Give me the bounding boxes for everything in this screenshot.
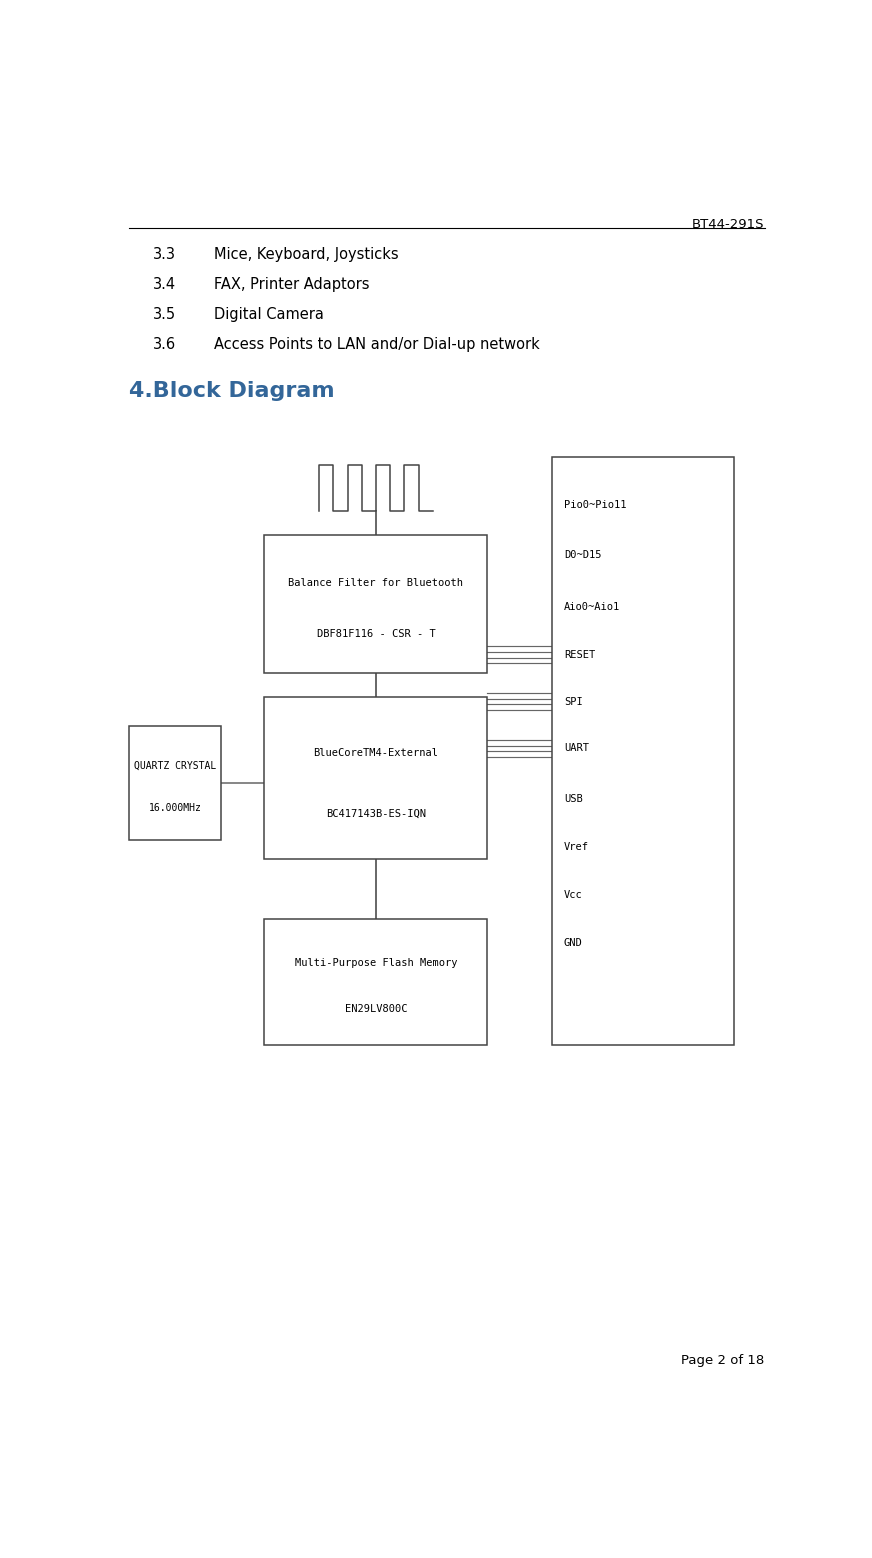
Text: Access Points to LAN and/or Dial-up network: Access Points to LAN and/or Dial-up netw… — [214, 337, 540, 352]
Text: BC417143B-ES-IQN: BC417143B-ES-IQN — [326, 809, 426, 818]
Text: Multi-Purpose Flash Memory: Multi-Purpose Flash Memory — [295, 958, 457, 968]
Bar — [129, 726, 221, 840]
Text: Vcc: Vcc — [564, 890, 582, 901]
Text: USB: USB — [564, 793, 582, 804]
Text: GND: GND — [564, 938, 582, 947]
Bar — [264, 919, 487, 1045]
Text: Digital Camera: Digital Camera — [214, 307, 324, 323]
Text: QUARTZ CRYSTAL: QUARTZ CRYSTAL — [133, 760, 216, 771]
Text: DBF81F116 - CSR - T: DBF81F116 - CSR - T — [317, 629, 435, 639]
Text: SPI: SPI — [564, 696, 582, 707]
Text: Mice, Keyboard, Joysticks: Mice, Keyboard, Joysticks — [214, 248, 399, 262]
Text: 3.3: 3.3 — [153, 248, 176, 262]
Text: EN29LV800C: EN29LV800C — [344, 1005, 407, 1014]
Bar — [264, 534, 487, 673]
Text: D0~D15: D0~D15 — [564, 550, 602, 561]
Bar — [552, 456, 734, 1045]
Text: Vref: Vref — [564, 841, 589, 852]
Text: FAX, Printer Adaptors: FAX, Printer Adaptors — [214, 277, 369, 291]
Text: 16.000MHz: 16.000MHz — [148, 802, 201, 813]
Text: 3.4: 3.4 — [153, 277, 176, 291]
Text: Pio0~Pio11: Pio0~Pio11 — [564, 500, 626, 509]
Text: BT44-291S: BT44-291S — [692, 218, 765, 231]
Text: Page 2 of 18: Page 2 of 18 — [681, 1354, 765, 1368]
Text: 3.6: 3.6 — [153, 337, 176, 352]
Text: 4.Block Diagram: 4.Block Diagram — [129, 382, 335, 402]
Text: BlueCoreTM4-External: BlueCoreTM4-External — [313, 748, 439, 759]
Bar — [264, 696, 487, 858]
Text: Aio0~Aio1: Aio0~Aio1 — [564, 601, 620, 612]
Text: UART: UART — [564, 743, 589, 754]
Text: RESET: RESET — [564, 650, 595, 661]
Text: 3.5: 3.5 — [153, 307, 176, 323]
Text: Balance Filter for Bluetooth: Balance Filter for Bluetooth — [289, 578, 463, 589]
